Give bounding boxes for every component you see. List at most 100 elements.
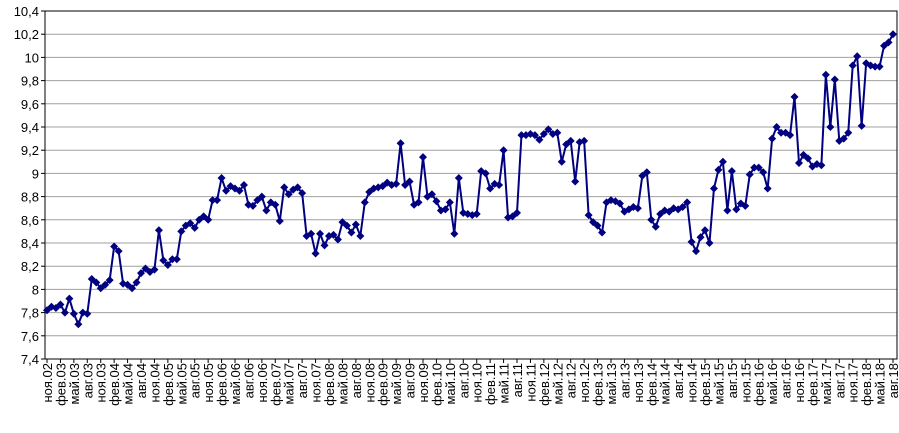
x-tick-label: ноя.10 (470, 363, 485, 403)
x-tick-label: авг.05 (188, 363, 203, 398)
marker (307, 229, 316, 238)
x-tick-label: ноя.14 (685, 363, 700, 403)
y-tick-label: 9,8 (21, 74, 39, 89)
marker (432, 197, 441, 206)
marker (298, 189, 307, 198)
marker (486, 184, 495, 193)
marker (513, 208, 521, 217)
x-tick-label: авг.16 (779, 363, 794, 398)
marker (128, 284, 137, 293)
marker (727, 167, 736, 176)
x-tick-label: фев.14 (644, 363, 659, 406)
x-tick-label: май.04 (121, 363, 136, 405)
marker (172, 255, 181, 264)
marker (271, 200, 280, 209)
marker (692, 247, 701, 256)
data-line (46, 33, 894, 327)
x-tick-label: май.08 (335, 363, 350, 405)
marker (329, 230, 338, 239)
marker (56, 300, 65, 309)
marker (177, 227, 186, 236)
y-tick-label: 10,2 (14, 27, 39, 42)
marker (777, 128, 786, 137)
x-tick-label: авг.17 (832, 363, 847, 398)
marker (481, 169, 490, 178)
y-tick-label: 8 (32, 282, 39, 297)
marker (499, 146, 508, 155)
marker (790, 92, 799, 101)
x-tick-label: ноя.02 (40, 363, 55, 403)
marker (718, 157, 727, 166)
marker (280, 183, 289, 192)
x-tick-label: фев.10 (429, 363, 444, 406)
marker (696, 233, 705, 242)
marker (396, 139, 405, 148)
marker (714, 165, 723, 174)
x-tick-label: май.05 (174, 363, 189, 405)
x-tick-label: авг.13 (617, 363, 632, 398)
y-tick-label: 10 (25, 50, 39, 65)
y-tick-label: 9,6 (21, 97, 39, 112)
x-tick-label: май.13 (604, 363, 619, 405)
marker (110, 242, 119, 251)
x-tick-label: авг.11 (510, 363, 525, 397)
marker (450, 229, 459, 238)
marker (754, 163, 763, 172)
x-tick-label: авг.18 (886, 363, 899, 398)
x-tick-label: май.09 (389, 363, 404, 405)
marker (311, 249, 320, 258)
y-tick-label: 7,4 (21, 352, 39, 367)
x-tick-label: ноя.04 (147, 363, 162, 403)
marker (615, 199, 624, 208)
x-tick-label: фев.12 (537, 363, 552, 406)
marker (839, 134, 848, 143)
marker (248, 201, 257, 210)
x-tick-label: авг.09 (403, 363, 418, 398)
marker (651, 222, 660, 231)
marker (763, 184, 772, 193)
marker (69, 309, 78, 318)
marker (795, 158, 803, 167)
marker (186, 219, 195, 228)
marker (190, 223, 199, 232)
marker (275, 216, 284, 225)
marker (687, 237, 696, 246)
x-tick-label: авг.10 (456, 363, 471, 398)
marker (530, 131, 539, 140)
x-tick-label: фев.18 (859, 363, 874, 406)
y-tick-label: 8,6 (21, 213, 39, 228)
marker (844, 128, 853, 137)
marker (235, 186, 244, 195)
x-tick-label: фев.03 (53, 363, 68, 406)
marker (114, 247, 123, 256)
marker (495, 181, 504, 189)
marker (642, 168, 651, 177)
marker (768, 134, 777, 143)
marker (544, 125, 553, 134)
x-tick-label: фев.04 (107, 363, 122, 406)
x-tick-label: ноя.12 (577, 363, 592, 403)
marker (871, 62, 880, 71)
marker (803, 154, 812, 163)
marker (584, 211, 593, 220)
x-tick-label: фев.13 (591, 363, 606, 406)
x-tick-label: май.10 (443, 363, 458, 405)
plot-border (44, 10, 898, 360)
marker (732, 205, 741, 214)
marker (213, 196, 222, 205)
x-tick-label: ноя.16 (792, 363, 807, 403)
marker (598, 228, 607, 237)
marker (351, 220, 360, 229)
x-tick-label: фев.06 (215, 363, 230, 406)
marker (262, 206, 271, 215)
marker (204, 215, 213, 224)
marker (830, 75, 839, 84)
marker (701, 226, 709, 235)
marker (150, 265, 159, 274)
marker (293, 183, 302, 192)
y-tick-label: 8,8 (21, 190, 39, 205)
x-tick-label: авг.15 (725, 363, 740, 398)
marker (441, 205, 450, 214)
x-tick-label: фев.09 (376, 363, 391, 406)
marker (159, 256, 168, 265)
